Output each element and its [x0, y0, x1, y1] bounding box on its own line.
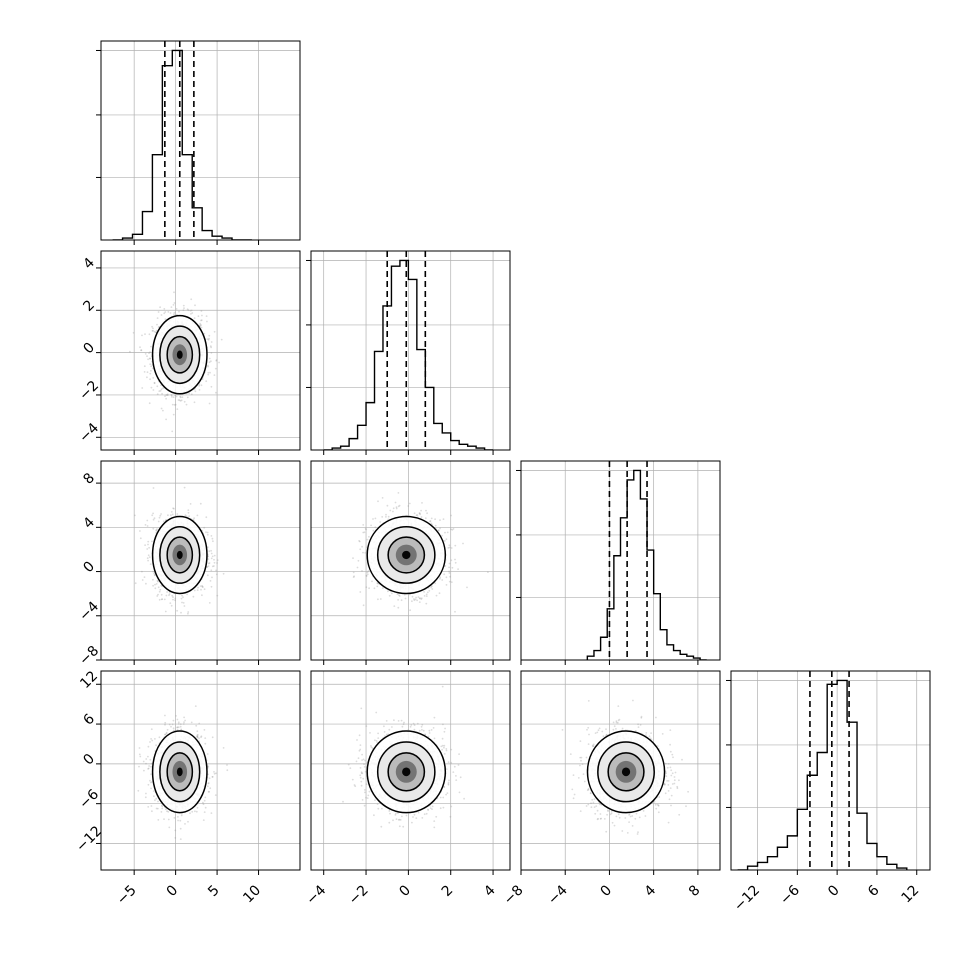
y-tick-label: 0	[80, 751, 98, 769]
histogram-p1	[112, 49, 252, 240]
hist-panel-p1	[96, 40, 301, 245]
contour-line	[586, 730, 666, 814]
x-tick-label: 4	[481, 882, 499, 900]
axes-frame	[520, 460, 721, 661]
axes-frame	[310, 250, 511, 451]
density-level	[176, 350, 183, 359]
hist-panel-p4: −12 −6 0 6 12	[726, 670, 931, 915]
scatter-panel-p2-p4: −4 −2 0 2 4	[303, 670, 511, 908]
x-tick-label: 5	[205, 882, 223, 900]
contour-line	[376, 526, 436, 584]
axes-frame	[100, 250, 301, 451]
x-tick-label: −2	[346, 882, 372, 908]
x-tick-label: −8	[501, 882, 527, 908]
axes-frame	[520, 670, 721, 871]
y-tick-label: −8	[76, 643, 102, 669]
y-tick-label: 12	[77, 668, 101, 692]
y-tick-label: −4	[76, 420, 102, 446]
y-tick-label: 0	[80, 559, 98, 577]
contour-line	[387, 536, 426, 574]
density-level	[621, 767, 631, 777]
histogram-p3	[586, 469, 707, 660]
y-tick-label: −6	[76, 786, 102, 812]
contour-line	[151, 515, 208, 595]
density-level	[402, 550, 411, 560]
axes-frame	[100, 670, 301, 871]
hist-panel-p3	[516, 460, 721, 665]
axes-frame	[310, 670, 511, 871]
contour-line	[387, 752, 426, 792]
x-tick-label: 0	[597, 882, 615, 900]
x-tick-label: −4	[303, 882, 329, 908]
contour-line	[166, 752, 194, 792]
y-tick-label: −2	[76, 378, 102, 404]
histogram-p4	[737, 679, 908, 870]
axes-frame	[310, 460, 511, 661]
x-tick-label: 8	[686, 882, 704, 900]
contour-line	[166, 536, 194, 574]
x-tick-label: −6	[777, 882, 803, 908]
histogram-p2	[323, 259, 494, 450]
x-tick-label: 0	[825, 882, 843, 900]
x-tick-label: 12	[898, 882, 922, 906]
x-tick-label: −5	[114, 882, 140, 908]
x-tick-label: 6	[865, 882, 883, 900]
scatter-panel-p2-p3	[310, 460, 511, 665]
x-tick-label: 0	[396, 882, 414, 900]
x-tick-label: −4	[545, 882, 571, 908]
y-tick-label: 2	[80, 297, 98, 315]
y-tick-label: 4	[80, 255, 98, 273]
contour-line	[159, 325, 201, 385]
contour-line	[597, 741, 655, 803]
y-tick-label: 8	[80, 470, 98, 488]
density-level	[402, 767, 411, 777]
contour-line	[151, 314, 208, 395]
x-tick-label: −12	[731, 882, 763, 914]
axes-frame	[100, 40, 301, 241]
x-tick-label: 10	[240, 882, 264, 906]
axes-frame	[100, 460, 301, 661]
axes-frame	[730, 670, 931, 871]
contour-line	[376, 741, 436, 803]
y-tick-label: 0	[80, 340, 98, 358]
contour-line	[166, 335, 194, 374]
x-tick-label: 4	[642, 882, 660, 900]
density-level	[176, 767, 183, 777]
density-level	[176, 550, 183, 560]
contour-line	[159, 741, 201, 803]
x-tick-label: 0	[164, 882, 182, 900]
y-tick-label: −4	[76, 599, 102, 625]
contour-line	[366, 730, 447, 814]
scatter-panel-p3-p4: −8 −4 0 4 8	[501, 670, 721, 908]
contour-line	[151, 730, 208, 814]
contour-line	[366, 515, 447, 595]
scatter-panel-p1-p3: −8 −4 0 4 8	[76, 460, 301, 669]
scatter-panel-p1-p2: −4 −2 0 2 4	[76, 250, 301, 455]
contour-line	[159, 526, 201, 584]
hist-panel-p2	[306, 250, 511, 455]
y-tick-label: 6	[80, 711, 98, 729]
contour-line	[607, 752, 645, 792]
y-tick-label: 4	[80, 514, 98, 532]
x-tick-label: 2	[439, 882, 457, 900]
